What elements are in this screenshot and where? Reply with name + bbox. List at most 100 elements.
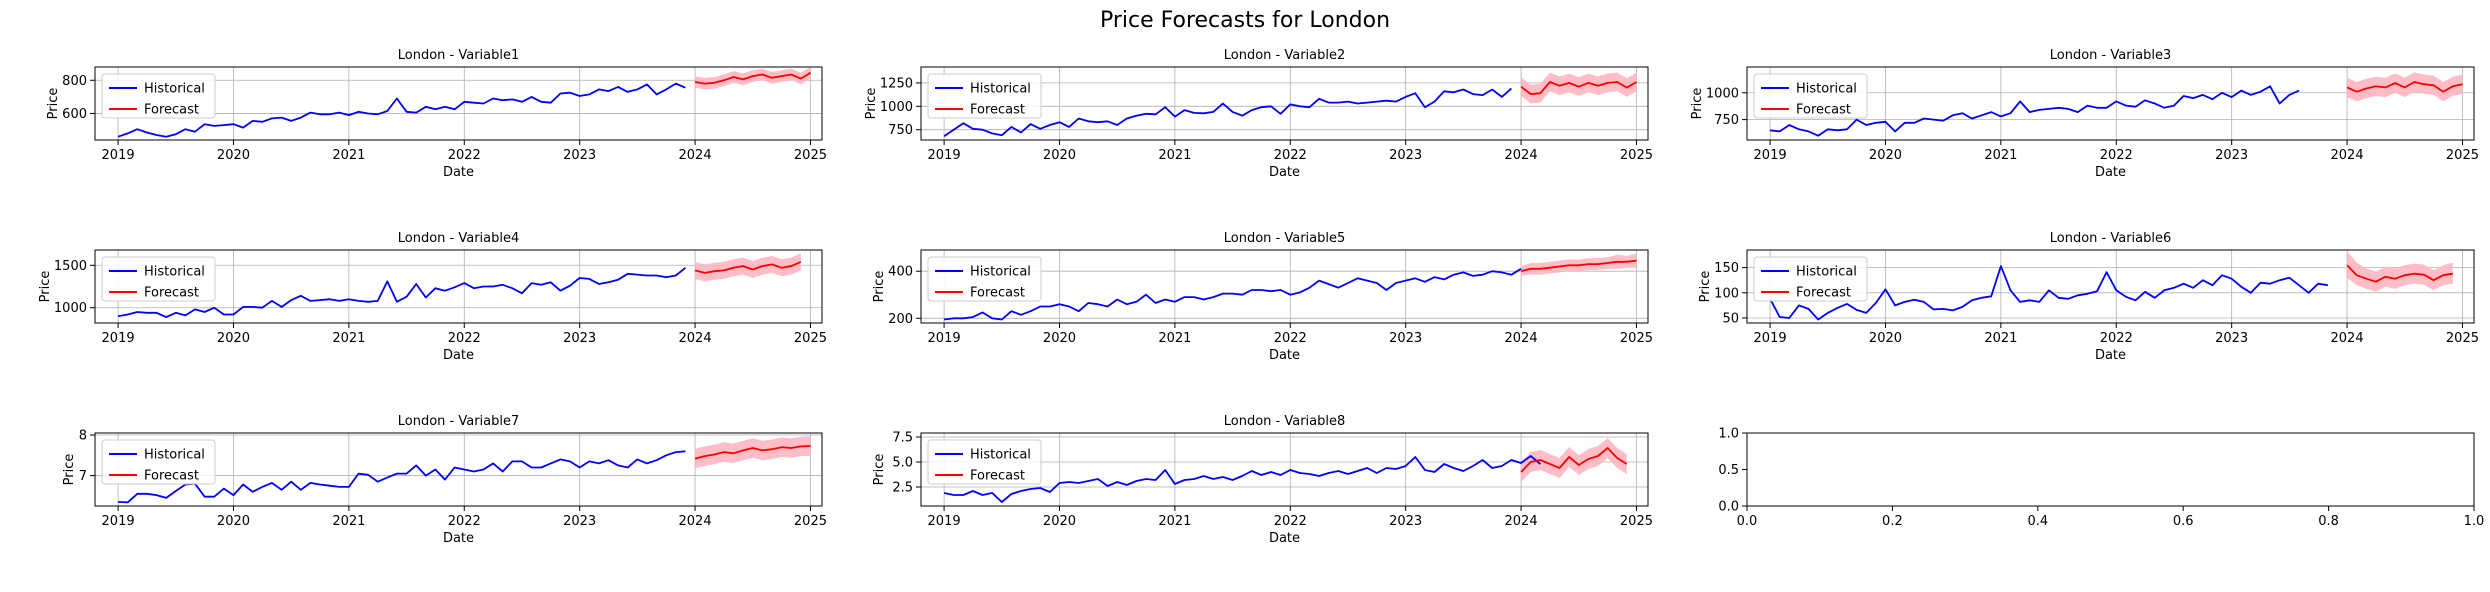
x-tick-label: 2024 — [2331, 331, 2364, 346]
y-tick-label: 750 — [888, 123, 913, 138]
x-tick-label: 2024 — [679, 331, 712, 346]
x-tick-label: 2020 — [217, 514, 250, 529]
x-tick-label: 2020 — [1043, 514, 1076, 529]
subplot-9: 0.0 0.2 0.4 0.6 0.8 1.0 0.0 0.5 1.0 — [1718, 427, 2484, 530]
x-tick-label: 2022 — [2100, 331, 2133, 346]
x-tick-label: 2025 — [794, 148, 827, 163]
x-tick-label: 2022 — [448, 331, 481, 346]
y-tick-label: 200 — [888, 312, 913, 327]
forecast-confidence-band — [2347, 251, 2453, 292]
forecast-series-line — [694, 261, 802, 274]
legend-box — [927, 439, 1042, 485]
forecast-series-line — [2346, 81, 2463, 93]
x-tick-label: 2022 — [1274, 148, 1307, 163]
x-axis-label: Date — [443, 531, 474, 546]
x-tick-label: 2023 — [2215, 331, 2248, 346]
x-tick-label: 2020 — [1043, 148, 1076, 163]
y-tick-label: 400 — [888, 265, 913, 280]
y-tick-label: 1.0 — [1718, 427, 1739, 442]
x-axis-label: Date — [2095, 348, 2126, 363]
subplot-title: London - Variable3 — [2050, 48, 2172, 63]
subplot-8: London - Variable8 2019 2020 2021 2022 2023 20… — [872, 414, 1653, 546]
legend: Historical Forecast — [101, 439, 216, 485]
y-axis-label: Price — [46, 88, 61, 120]
historical-series-line — [943, 87, 1512, 138]
axes-frame — [94, 249, 823, 324]
historical-series-line — [117, 267, 686, 319]
x-tick-label: 2024 — [1505, 148, 1538, 163]
legend-label-forecast: Forecast — [1796, 286, 1851, 301]
x-tick-label: 2023 — [1389, 148, 1422, 163]
y-tick-label: 0.5 — [1718, 463, 1739, 478]
historical-series-line — [117, 82, 686, 138]
forecast-series-line — [1520, 259, 1637, 273]
subplot-6: London - Variable6 2019 2020 2021 2022 2023 20… — [1698, 231, 2479, 363]
subplot-title: London - Variable5 — [1224, 231, 1346, 246]
axes-frame — [1746, 249, 2475, 324]
x-tick-label: 2022 — [448, 148, 481, 163]
x-tick-label: 2019 — [928, 514, 961, 529]
x-tick-label: 0.4 — [2027, 514, 2048, 529]
y-tick-label: 7.5 — [892, 431, 913, 446]
legend-label-historical: Historical — [144, 265, 205, 280]
x-tick-label: 2020 — [1869, 331, 1902, 346]
legend-box — [101, 256, 216, 302]
x-tick-label: 2023 — [1389, 331, 1422, 346]
subplot-title: London - Variable7 — [398, 414, 520, 429]
x-tick-label: 0.0 — [1737, 514, 1758, 529]
x-tick-label: 2025 — [2446, 148, 2479, 163]
legend: Historical Forecast — [927, 73, 1042, 119]
y-axis-label: Price — [1690, 88, 1705, 120]
historical-series-line — [1769, 85, 2300, 137]
y-tick-label: 5.0 — [892, 456, 913, 471]
historical-series-line — [118, 450, 686, 504]
x-axis-label: Date — [1269, 165, 1300, 180]
legend-label-forecast: Forecast — [144, 286, 199, 301]
x-tick-label: 2021 — [1984, 148, 2017, 163]
x-tick-label: 2021 — [1158, 331, 1191, 346]
y-tick-label: 1500 — [54, 259, 87, 274]
legend: Historical Forecast — [927, 256, 1042, 302]
y-tick-label: 600 — [62, 107, 87, 122]
legend: Historical Forecast — [1753, 256, 1868, 302]
subplot-3: London - Variable3 2019 2020 2021 2022 2023 20… — [1690, 48, 2479, 180]
forecast-confidence-band — [695, 436, 811, 469]
y-axis-label: Price — [1698, 271, 1713, 303]
legend-label-historical: Historical — [970, 448, 1031, 463]
legend-box — [927, 256, 1042, 302]
axes-frame — [1746, 432, 2475, 507]
x-tick-label: 2023 — [563, 331, 596, 346]
forecast-confidence-band — [695, 67, 811, 90]
y-tick-label: 750 — [1714, 113, 1739, 128]
x-tick-label: 2024 — [1505, 331, 1538, 346]
x-tick-label: 2025 — [1620, 148, 1653, 163]
legend-label-historical: Historical — [144, 448, 205, 463]
legend-label-forecast: Forecast — [970, 103, 1025, 118]
y-tick-label: 50 — [1722, 311, 1739, 326]
legend-label-historical: Historical — [970, 265, 1031, 280]
x-tick-label: 2020 — [217, 148, 250, 163]
forecast-series-line — [2346, 264, 2453, 283]
legend-box — [1753, 73, 1868, 119]
legend-box — [927, 73, 1042, 119]
x-tick-label: 2019 — [1754, 148, 1787, 163]
legend-box — [1753, 256, 1868, 302]
x-tick-label: 2020 — [1043, 331, 1076, 346]
x-tick-label: 2025 — [1620, 514, 1653, 529]
x-tick-label: 2025 — [794, 331, 827, 346]
forecast-series-line — [694, 445, 811, 460]
x-tick-label: 2019 — [928, 148, 961, 163]
x-tick-label: 2024 — [1505, 514, 1538, 529]
legend-box — [101, 73, 216, 119]
figure-title: Price Forecasts for London — [1100, 8, 1390, 33]
x-tick-label: 2019 — [102, 514, 135, 529]
axes-frame — [94, 66, 823, 141]
y-tick-label: 1000 — [880, 100, 913, 115]
y-axis-label: Price — [864, 88, 879, 120]
x-tick-label: 2022 — [448, 514, 481, 529]
axes-frame — [1746, 66, 2475, 141]
y-tick-label: 1000 — [54, 301, 87, 316]
x-tick-label: 2023 — [563, 514, 596, 529]
